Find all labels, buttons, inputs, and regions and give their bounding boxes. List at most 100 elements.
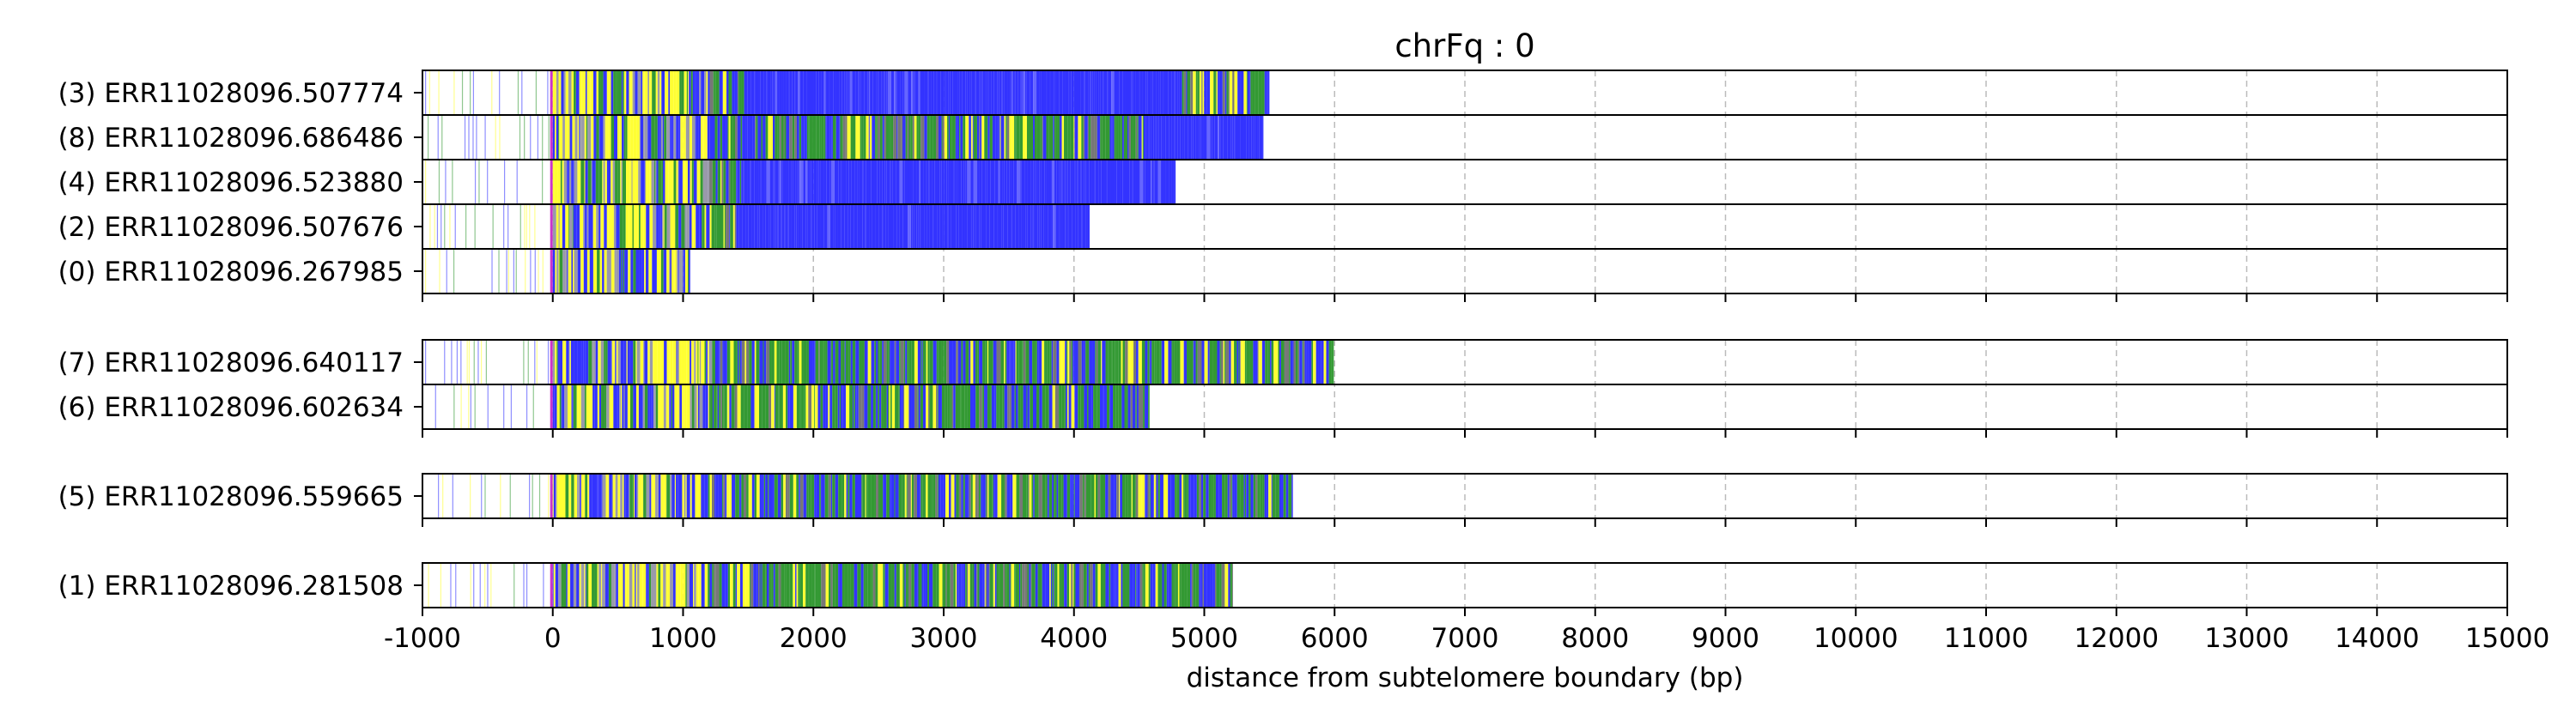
read-segment bbox=[958, 384, 961, 429]
read-segment bbox=[1139, 160, 1140, 204]
read-segment bbox=[1161, 340, 1165, 384]
x-axis-label: distance from subtelomere boundary (bp) bbox=[1187, 663, 1744, 693]
read-segment bbox=[951, 474, 955, 518]
read-segment bbox=[908, 160, 912, 204]
read-segment bbox=[1190, 474, 1194, 518]
read-segment bbox=[944, 115, 948, 160]
read-segment bbox=[1030, 563, 1032, 608]
read-segment bbox=[951, 115, 956, 160]
read-segment bbox=[1326, 340, 1329, 384]
read-segment bbox=[648, 249, 653, 293]
read-segment bbox=[988, 340, 990, 384]
read-segment bbox=[661, 70, 665, 115]
read-segment bbox=[739, 340, 742, 384]
read-segment bbox=[453, 70, 455, 115]
read-segment bbox=[868, 70, 871, 115]
read-segment bbox=[658, 160, 662, 204]
read-segment bbox=[882, 70, 884, 115]
read-segment bbox=[736, 204, 739, 249]
read-segment bbox=[783, 70, 787, 115]
read-segment bbox=[574, 474, 578, 518]
read-segment bbox=[568, 160, 572, 204]
read-segment bbox=[762, 204, 766, 249]
boundary-marker bbox=[550, 204, 553, 249]
read-segment bbox=[876, 474, 878, 518]
read-segment bbox=[949, 340, 953, 384]
read-segment bbox=[641, 249, 645, 293]
read-segment bbox=[686, 70, 689, 115]
read-label: (2) ERR11028096.507676 bbox=[58, 212, 404, 243]
read-segment bbox=[963, 160, 966, 204]
read-segment bbox=[728, 70, 732, 115]
read-segment bbox=[649, 204, 653, 249]
read-segment bbox=[1046, 115, 1049, 160]
read-segment bbox=[1249, 115, 1252, 160]
read-segment bbox=[956, 70, 958, 115]
read-segment bbox=[828, 384, 830, 429]
read-segment bbox=[846, 474, 848, 518]
read-segment bbox=[819, 340, 823, 384]
read-segment bbox=[747, 160, 750, 204]
read-segment bbox=[933, 204, 938, 249]
read-segment bbox=[1070, 160, 1072, 204]
read-segment bbox=[1082, 474, 1084, 518]
read-segment bbox=[1315, 340, 1319, 384]
read-segment bbox=[1038, 563, 1042, 608]
read-segment bbox=[981, 384, 983, 429]
read-segment bbox=[796, 563, 799, 608]
read-segment bbox=[892, 160, 896, 204]
read-segment bbox=[917, 384, 919, 429]
read-segment bbox=[569, 204, 573, 249]
read-segment bbox=[1064, 160, 1066, 204]
read-segment bbox=[1137, 115, 1139, 160]
read-segment bbox=[691, 340, 695, 384]
read-segment bbox=[561, 70, 564, 115]
read-segment bbox=[931, 70, 934, 115]
read-segment bbox=[820, 384, 823, 429]
read-segment bbox=[683, 249, 686, 293]
read-segment bbox=[820, 474, 822, 518]
read-segment bbox=[811, 70, 814, 115]
read-segment bbox=[965, 160, 968, 204]
read-segment bbox=[607, 340, 611, 384]
read-segment bbox=[1081, 563, 1084, 608]
read-segment bbox=[1206, 474, 1209, 518]
read-segment bbox=[999, 563, 1001, 608]
read-segment bbox=[758, 70, 761, 115]
read-segment bbox=[1078, 563, 1079, 608]
read-segment bbox=[1313, 340, 1316, 384]
read-segment bbox=[604, 204, 605, 249]
read-segment bbox=[991, 384, 995, 429]
read-segment bbox=[547, 340, 550, 384]
read-segment bbox=[1121, 474, 1126, 518]
read-segment bbox=[1244, 474, 1247, 518]
read-segment bbox=[594, 563, 598, 608]
read-segment bbox=[1175, 474, 1177, 518]
read-segment bbox=[556, 340, 558, 384]
read-segment bbox=[725, 563, 728, 608]
read-segment bbox=[542, 249, 544, 293]
read-segment bbox=[581, 563, 585, 608]
read-segment bbox=[1153, 474, 1156, 518]
read-segment bbox=[629, 204, 633, 249]
read-segment bbox=[560, 160, 562, 204]
read-segment bbox=[1112, 340, 1115, 384]
read-segment bbox=[1000, 115, 1005, 160]
read-segment bbox=[1123, 115, 1128, 160]
read-segment bbox=[888, 340, 890, 384]
read-segment bbox=[704, 563, 708, 608]
read-segment bbox=[765, 563, 767, 608]
read-segment bbox=[964, 384, 968, 429]
read-segment bbox=[1137, 563, 1140, 608]
read-segment bbox=[768, 474, 769, 518]
read-segment bbox=[781, 204, 785, 249]
read-segment bbox=[802, 204, 806, 249]
read-segment bbox=[616, 563, 618, 608]
read-segment bbox=[816, 70, 819, 115]
read-segment bbox=[1005, 474, 1007, 518]
read-segment bbox=[899, 340, 901, 384]
read-segment bbox=[1078, 160, 1081, 204]
read-segment bbox=[696, 204, 700, 249]
read-segment bbox=[970, 204, 972, 249]
read-segment bbox=[492, 204, 494, 249]
